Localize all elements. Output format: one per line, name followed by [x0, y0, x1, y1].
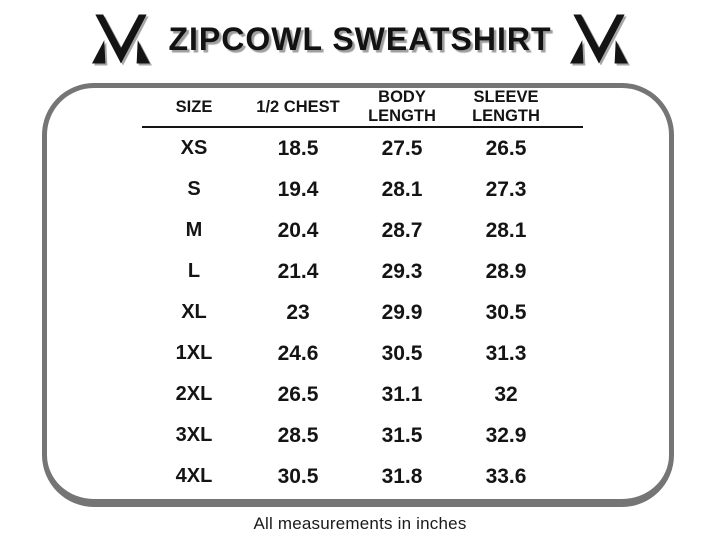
size-label: M: [185, 219, 203, 241]
size-label: 1XL: [175, 342, 213, 364]
body-length-value: 31.5: [381, 423, 423, 447]
half-chest-value: 23: [286, 300, 310, 324]
measurements-note: All measurements in inches: [253, 514, 467, 533]
body-length-value: 30.5: [381, 341, 423, 365]
body-length-value: 28.1: [381, 177, 423, 201]
half-chest-value: 30.5: [277, 464, 319, 488]
size-chart-frame: [42, 83, 674, 507]
half-chest-value: 18.5: [277, 136, 319, 160]
size-label: S: [187, 178, 201, 200]
page-header: ZIPCOWL SWEATSHIRT: [0, 0, 720, 78]
table-row: 2XL 26.5 31.1 32: [142, 374, 583, 415]
sleeve-length-value: 31.3: [485, 341, 527, 365]
sleeve-length-value: 27.3: [485, 177, 527, 201]
sleeve-length-value: 28.9: [485, 259, 527, 283]
half-chest-value: 26.5: [277, 382, 319, 406]
half-chest-value: 19.4: [277, 177, 319, 201]
table-row: 1XL 24.6 30.5 31.3: [142, 333, 583, 374]
column-header-sleeve-length: SLEEVE LENGTH: [472, 88, 540, 125]
sleeve-length-value: 32.9: [485, 423, 527, 447]
brand-logo-left-icon: [92, 14, 151, 64]
size-label: 3XL: [175, 424, 213, 446]
size-label: XL: [181, 301, 207, 323]
body-length-value: 29.3: [381, 259, 423, 283]
table-row: XL 23 29.9 30.5: [142, 292, 583, 333]
column-header-size: SIZE: [175, 97, 213, 116]
sleeve-length-value: 26.5: [485, 136, 527, 160]
table-row: M 20.4 28.7 28.1: [142, 210, 583, 251]
table-row: 3XL 28.5 31.5 32.9: [142, 415, 583, 456]
table-row: 4XL 30.5 31.8 33.6: [142, 456, 583, 497]
brand-logo-right-icon: [569, 14, 628, 64]
size-chart-table: SIZE 1/2 CHEST BODY LENGTH SLEEVE LENGTH…: [142, 88, 583, 497]
half-chest-value: 24.6: [277, 341, 319, 365]
table-header-row: SIZE 1/2 CHEST BODY LENGTH SLEEVE LENGTH: [142, 88, 583, 128]
sleeve-length-value: 32: [494, 382, 518, 406]
column-header-body-length: BODY LENGTH: [368, 88, 436, 125]
half-chest-value: 20.4: [277, 218, 319, 242]
page-title: ZIPCOWL SWEATSHIRT: [168, 20, 552, 57]
size-label: 4XL: [175, 465, 213, 487]
sleeve-length-value: 30.5: [485, 300, 527, 324]
body-length-value: 29.9: [381, 300, 423, 324]
size-label: L: [187, 260, 201, 282]
size-label: XS: [180, 137, 208, 159]
half-chest-value: 28.5: [277, 423, 319, 447]
body-length-value: 31.8: [381, 464, 423, 488]
column-header-half-chest: 1/2 CHEST: [256, 97, 340, 116]
body-length-value: 28.7: [381, 218, 423, 242]
table-row: XS 18.5 27.5 26.5: [142, 128, 583, 169]
body-length-value: 27.5: [381, 136, 423, 160]
table-row: L 21.4 29.3 28.9: [142, 251, 583, 292]
sleeve-length-value: 33.6: [485, 464, 527, 488]
sleeve-length-value: 28.1: [485, 218, 527, 242]
table-row: S 19.4 28.1 27.3: [142, 169, 583, 210]
body-length-value: 31.1: [381, 382, 423, 406]
half-chest-value: 21.4: [277, 259, 319, 283]
size-label: 2XL: [175, 383, 213, 405]
